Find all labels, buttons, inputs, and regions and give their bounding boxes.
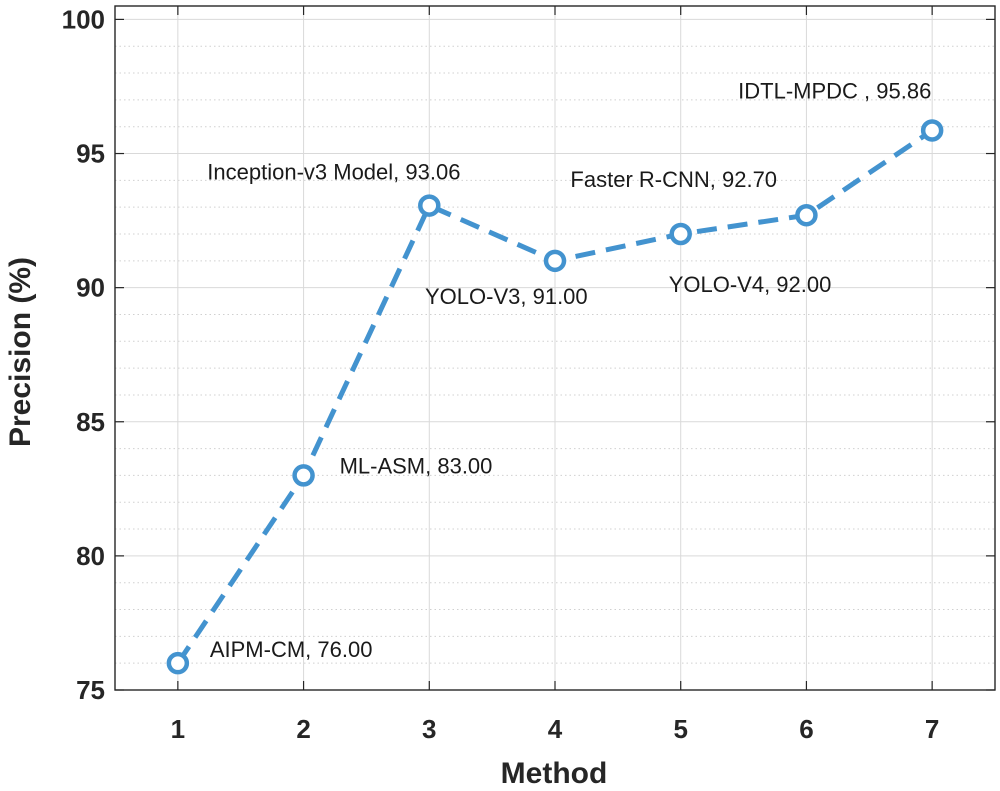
y-tick-label: 75 [76, 675, 105, 705]
data-label: IDTL-MPDC , 95.86 [738, 78, 931, 103]
x-tick-label: 2 [296, 714, 310, 744]
y-tick-label: 90 [76, 273, 105, 303]
y-tick-label: 95 [76, 139, 105, 169]
data-point-marker [166, 651, 190, 675]
y-tick-label: 80 [76, 541, 105, 571]
data-label: Faster R-CNN, 92.70 [570, 167, 777, 192]
data-point-marker [543, 249, 567, 273]
axes: 75 80 85 90 95 100 1 2 3 4 5 6 7 [62, 4, 996, 744]
y-axis-title: Precision (%) [4, 257, 37, 447]
data-point-marker [669, 222, 692, 246]
series-line [166, 119, 944, 675]
data-label: YOLO-V4, 92.00 [669, 272, 832, 297]
x-axis-title: Method [501, 757, 608, 790]
data-point-marker [292, 464, 315, 487]
data-point-marker [418, 194, 441, 217]
y-tick-label: 100 [62, 4, 105, 34]
y-tick-label: 85 [76, 407, 105, 437]
data-label: Inception-v3 Model, 93.06 [207, 160, 460, 185]
data-label: ML-ASM, 83.00 [340, 453, 493, 478]
x-tick-label: 5 [673, 714, 687, 744]
grid [115, 6, 995, 691]
x-tick-label: 1 [171, 714, 185, 744]
x-tick-label: 4 [548, 714, 563, 744]
x-tick-label: 7 [925, 714, 939, 744]
data-point-marker [920, 119, 944, 142]
data-label: YOLO-V3, 91.00 [425, 284, 588, 309]
data-point-marker [795, 203, 818, 227]
x-tick-label: 3 [422, 714, 436, 744]
x-tick-label: 6 [799, 714, 813, 744]
data-label: AIPM-CM, 76.00 [210, 637, 373, 662]
point-labels: AIPM-CM, 76.00 ML-ASM, 83.00 Inception-v3 … [207, 78, 931, 662]
